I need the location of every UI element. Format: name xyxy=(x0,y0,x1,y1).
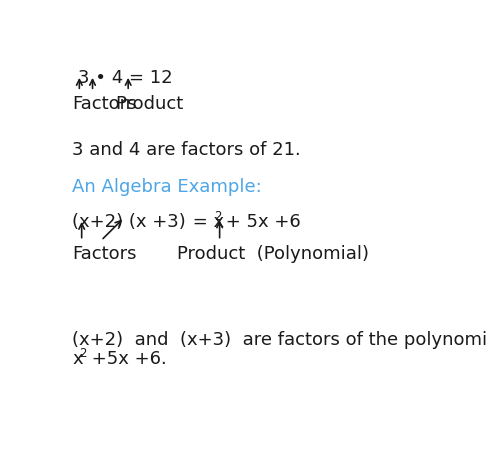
Text: (x+2)  and  (x+3)  are factors of the polynomial: (x+2) and (x+3) are factors of the polyn… xyxy=(72,330,486,348)
Text: = x: = x xyxy=(187,213,224,230)
Text: 2: 2 xyxy=(214,209,222,223)
Text: 3 and 4 are factors of 21.: 3 and 4 are factors of 21. xyxy=(72,141,301,159)
Text: Factors: Factors xyxy=(72,245,137,263)
Text: An Algebra Example:: An Algebra Example: xyxy=(72,178,262,196)
Text: + 5x +6: + 5x +6 xyxy=(220,213,300,230)
Text: (x+2) (x +3): (x+2) (x +3) xyxy=(72,213,186,230)
Text: x: x xyxy=(72,349,83,367)
Text: 2: 2 xyxy=(79,346,87,359)
Text: Factors: Factors xyxy=(72,95,137,113)
Text: Product  (Polynomial): Product (Polynomial) xyxy=(177,245,369,263)
Text: 3 • 4 = 12: 3 • 4 = 12 xyxy=(78,69,173,87)
Text: Product: Product xyxy=(115,95,183,113)
Text: +5x +6.: +5x +6. xyxy=(86,349,166,367)
